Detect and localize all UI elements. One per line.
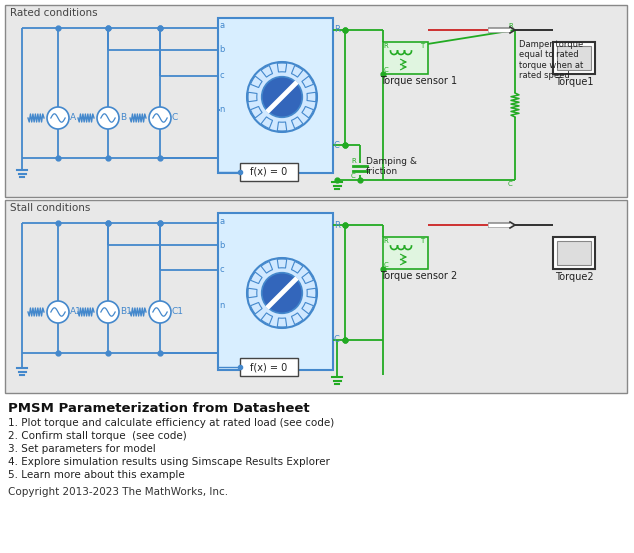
Text: R: R	[384, 43, 388, 49]
Text: T: T	[420, 43, 425, 49]
Text: 2. Confirm stall torque  (see code): 2. Confirm stall torque (see code)	[8, 431, 187, 441]
Text: A1: A1	[70, 307, 82, 316]
Polygon shape	[292, 65, 303, 77]
Text: T: T	[420, 238, 425, 244]
Polygon shape	[302, 302, 313, 314]
Text: R: R	[334, 25, 340, 34]
Polygon shape	[261, 65, 273, 77]
Bar	[382, 237, 427, 269]
Polygon shape	[292, 313, 303, 325]
Text: B1: B1	[120, 307, 132, 316]
Text: Damper torque
equal to rated
torque when at
rated speed: Damper torque equal to rated torque when…	[519, 40, 583, 80]
Bar	[240, 358, 298, 376]
Text: 5. Learn more about this example: 5. Learn more about this example	[8, 470, 184, 480]
Polygon shape	[250, 302, 262, 314]
Polygon shape	[302, 76, 313, 87]
Text: C: C	[334, 140, 340, 149]
Text: A: A	[70, 113, 76, 123]
Text: Torque2: Torque2	[555, 272, 593, 282]
Circle shape	[149, 301, 171, 323]
Polygon shape	[302, 106, 313, 118]
Polygon shape	[292, 117, 303, 128]
Polygon shape	[261, 117, 273, 128]
Text: n: n	[219, 300, 224, 310]
Text: B: B	[120, 113, 126, 123]
Circle shape	[262, 273, 302, 314]
Bar	[382, 42, 427, 74]
Circle shape	[97, 107, 119, 129]
Polygon shape	[261, 313, 273, 325]
Circle shape	[247, 62, 317, 132]
Text: R: R	[351, 158, 356, 164]
Text: f(x) = 0: f(x) = 0	[250, 167, 288, 177]
Circle shape	[262, 77, 302, 117]
Text: Torque sensor 1: Torque sensor 1	[380, 76, 458, 86]
Polygon shape	[307, 288, 316, 298]
Polygon shape	[307, 92, 316, 102]
Text: a: a	[219, 217, 224, 226]
Polygon shape	[277, 259, 287, 268]
Text: C: C	[172, 113, 178, 123]
Polygon shape	[302, 272, 313, 284]
Polygon shape	[250, 106, 262, 118]
Bar	[557, 46, 591, 70]
Bar	[553, 42, 595, 74]
Circle shape	[97, 301, 119, 323]
Text: f(x) = 0: f(x) = 0	[250, 362, 288, 372]
Bar	[218, 18, 333, 173]
Bar	[218, 213, 333, 370]
Text: PMSM Parameterization from Datasheet: PMSM Parameterization from Datasheet	[8, 402, 309, 415]
Text: 4. Explore simulation results using Simscape Results Explorer: 4. Explore simulation results using Sims…	[8, 457, 330, 467]
Polygon shape	[248, 92, 257, 102]
Polygon shape	[250, 76, 262, 87]
Polygon shape	[250, 272, 262, 284]
Text: Torque1: Torque1	[555, 77, 593, 87]
Circle shape	[149, 107, 171, 129]
Text: C: C	[351, 173, 356, 179]
Polygon shape	[248, 288, 257, 298]
Text: Torque sensor 2: Torque sensor 2	[380, 271, 458, 281]
Text: R: R	[508, 23, 513, 29]
Text: R: R	[384, 238, 388, 244]
Text: C: C	[508, 181, 513, 187]
Bar	[5, 200, 627, 393]
Text: Copyright 2013-2023 The MathWorks, Inc.: Copyright 2013-2023 The MathWorks, Inc.	[8, 487, 228, 497]
Text: Rated conditions: Rated conditions	[10, 8, 98, 18]
Polygon shape	[292, 262, 303, 273]
Bar	[5, 5, 627, 197]
Text: a: a	[219, 22, 224, 30]
Text: C1: C1	[172, 307, 184, 316]
Circle shape	[47, 301, 69, 323]
Text: 1. Plot torque and calculate efficiency at rated load (see code): 1. Plot torque and calculate efficiency …	[8, 418, 334, 428]
Text: C: C	[384, 67, 388, 73]
Bar	[240, 163, 298, 181]
Polygon shape	[277, 122, 287, 131]
Text: n: n	[219, 106, 224, 114]
Circle shape	[247, 258, 317, 328]
Text: c: c	[219, 265, 224, 274]
Text: 3. Set parameters for model: 3. Set parameters for model	[8, 444, 156, 454]
Bar	[553, 237, 595, 269]
Text: c: c	[219, 71, 224, 81]
Text: Stall conditions: Stall conditions	[10, 203, 91, 213]
Polygon shape	[277, 63, 287, 72]
Polygon shape	[261, 262, 273, 273]
Polygon shape	[277, 318, 287, 327]
Text: C: C	[334, 336, 340, 345]
Bar	[557, 241, 591, 265]
Text: Damping &
friction: Damping & friction	[366, 157, 417, 176]
Text: R: R	[334, 221, 340, 229]
Text: b: b	[219, 45, 224, 55]
Text: b: b	[219, 241, 224, 249]
Circle shape	[47, 107, 69, 129]
Text: C: C	[384, 262, 388, 268]
